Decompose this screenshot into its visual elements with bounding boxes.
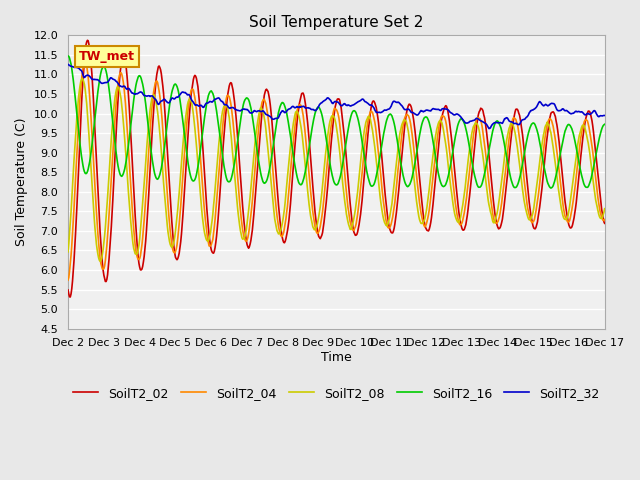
SoilT2_04: [601, 216, 609, 222]
SoilT2_08: [131, 248, 138, 254]
SoilT2_08: [74, 103, 81, 109]
SoilT2_16: [129, 104, 137, 109]
SoilT2_02: [75, 169, 83, 175]
SoilT2_32: [129, 90, 137, 96]
SoilT2_02: [214, 225, 221, 231]
SoilT2_16: [212, 103, 220, 109]
SoilT2_32: [184, 92, 191, 98]
SoilT2_16: [64, 53, 72, 59]
SoilT2_02: [64, 287, 72, 293]
X-axis label: Time: Time: [321, 351, 352, 364]
SoilT2_16: [417, 125, 425, 131]
SoilT2_04: [130, 226, 138, 232]
SoilT2_08: [214, 160, 221, 166]
SoilT2_02: [84, 37, 92, 43]
SoilT2_04: [184, 106, 192, 112]
Text: TW_met: TW_met: [79, 50, 135, 63]
Y-axis label: Soil Temperature (C): Soil Temperature (C): [15, 118, 28, 246]
SoilT2_08: [78, 76, 86, 82]
SoilT2_32: [64, 61, 72, 67]
Line: SoilT2_16: SoilT2_16: [68, 56, 605, 188]
SoilT2_08: [403, 121, 411, 127]
Legend: SoilT2_02, SoilT2_04, SoilT2_08, SoilT2_16, SoilT2_32: SoilT2_02, SoilT2_04, SoilT2_08, SoilT2_…: [68, 382, 605, 405]
SoilT2_04: [418, 214, 426, 220]
SoilT2_16: [547, 185, 555, 191]
SoilT2_04: [403, 112, 410, 118]
SoilT2_04: [212, 200, 220, 205]
Title: Soil Temperature Set 2: Soil Temperature Set 2: [249, 15, 424, 30]
SoilT2_08: [419, 220, 426, 226]
SoilT2_32: [74, 65, 81, 71]
Line: SoilT2_04: SoilT2_04: [68, 61, 605, 280]
SoilT2_32: [485, 126, 493, 132]
SoilT2_32: [401, 107, 409, 112]
SoilT2_04: [64, 277, 72, 283]
SoilT2_02: [419, 205, 426, 211]
SoilT2_08: [64, 249, 72, 255]
SoilT2_04: [81, 59, 88, 64]
SoilT2_04: [74, 134, 81, 140]
SoilT2_02: [67, 294, 74, 300]
Line: SoilT2_08: SoilT2_08: [68, 79, 605, 261]
SoilT2_08: [96, 258, 104, 264]
SoilT2_16: [184, 156, 191, 161]
SoilT2_02: [403, 108, 411, 114]
SoilT2_02: [185, 119, 193, 124]
SoilT2_16: [401, 180, 409, 186]
SoilT2_32: [601, 113, 609, 119]
SoilT2_02: [601, 220, 609, 226]
SoilT2_32: [417, 108, 425, 113]
SoilT2_08: [601, 206, 609, 212]
Line: SoilT2_32: SoilT2_32: [68, 64, 605, 129]
SoilT2_08: [185, 97, 193, 103]
SoilT2_16: [601, 121, 609, 127]
SoilT2_16: [74, 120, 81, 126]
SoilT2_32: [212, 96, 220, 102]
Line: SoilT2_02: SoilT2_02: [68, 40, 605, 297]
SoilT2_02: [131, 200, 138, 205]
